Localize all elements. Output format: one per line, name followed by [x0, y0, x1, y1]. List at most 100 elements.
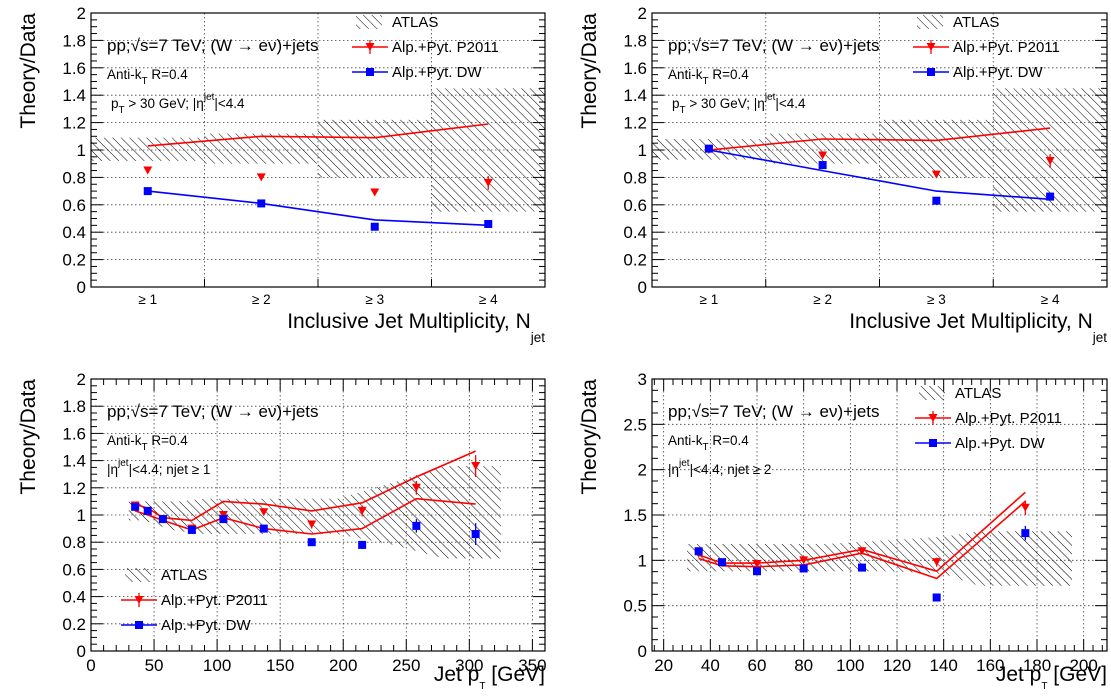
square-marker [694, 547, 703, 556]
square-marker [753, 567, 761, 576]
legend-entry-label: Alp.+Pyt. DW [953, 64, 1043, 81]
square-marker [927, 68, 935, 76]
legend: ATLAS Alp.+Pyt. P2011 Alp.+Pyt. DW [913, 14, 1060, 81]
x-category-label: ≥ 4 [479, 292, 498, 307]
y-tick-label: 2 [77, 4, 86, 23]
y-tick-label: 0.5 [623, 597, 647, 616]
y-tick-label: 1 [638, 141, 647, 160]
square-marker [932, 196, 941, 205]
triangle-down-marker [471, 462, 481, 471]
y-tick-label: 0.6 [623, 196, 647, 215]
triangle-down-marker [1045, 156, 1055, 165]
x-category-label: ≥ 1 [700, 292, 719, 307]
jet-algorithm-label: Anti-kT R=0.4 [107, 67, 188, 87]
y-tick-label: 1.2 [62, 479, 86, 498]
legend-entry-label: Alp.+Pyt. DW [392, 64, 482, 81]
process-label: pp;√s=7 TeV; (W → eν)+jets [107, 36, 319, 55]
y-tick-label: 1.6 [62, 424, 86, 443]
x-tick-label: 0 [86, 656, 95, 675]
atlas-band-bin [879, 119, 994, 178]
selection-cuts-label: |ηjet|<4.4; njet ≥ 2 [668, 458, 771, 477]
x-tick-label: 250 [392, 656, 420, 675]
triangle-down-marker [218, 511, 228, 519]
square-marker [858, 563, 866, 572]
x-tick-label: 160 [976, 656, 1004, 675]
square-marker [257, 199, 266, 208]
chart-panel-top-right: 0 0.2 0.4 0.6 0.8 1 1.2 1.4 1.6 1.8 2 ≥ 1 ≥ 2 ≥ 3 ≥ 4 T… [578, 4, 1108, 345]
square-marker [219, 515, 228, 524]
jet-algorithm-label: Anti-kT R=0.4 [668, 67, 749, 87]
square-marker [259, 524, 268, 533]
y-tick-label: 1.6 [62, 59, 86, 78]
legend-swatch-atlas [356, 15, 382, 29]
x-tick-label: 20 [654, 656, 673, 675]
x-tick-label: 100 [836, 656, 864, 675]
y-tick-label: 1.2 [62, 114, 86, 133]
y-tick-label: 2 [638, 461, 647, 480]
x-tick-label: 140 [929, 656, 957, 675]
triangle-down-marker [932, 558, 942, 567]
atlas-band-bin [204, 133, 318, 164]
y-tick-label: 1.8 [62, 397, 86, 416]
legend: ATLAS Alp.+Pyt. P2011 Alp.+Pyt. DW [915, 385, 1062, 452]
y-tick-label: 0.8 [623, 168, 647, 187]
triangle-down-marker [752, 559, 762, 568]
square-marker [818, 161, 827, 170]
x-tick-label: 120 [883, 656, 911, 675]
y-tick-label: 1 [638, 551, 647, 570]
x-category-label: ≥ 2 [813, 292, 832, 307]
selection-cuts-label: pT > 30 GeV; |ηjet|<4.4 [672, 92, 806, 116]
y-tick-label: 0 [638, 278, 647, 297]
square-marker [718, 558, 726, 567]
atlas-band [128, 466, 501, 559]
theory-envelope-line [134, 450, 476, 522]
atlas-band-bin [318, 119, 432, 178]
x-category-label: ≥ 1 [138, 292, 157, 307]
y-tick-label: 2 [77, 370, 86, 389]
triangle-down-marker [857, 547, 867, 556]
square-marker [370, 222, 379, 231]
x-tick-label: 100 [203, 656, 231, 675]
theory-line [147, 123, 489, 147]
x-axis-title: Jet pT [GeV] [996, 663, 1107, 692]
triangle-down-marker [370, 188, 380, 197]
square-marker [799, 564, 808, 573]
y-tick-label: 0 [638, 642, 647, 661]
y-tick-label: 1.8 [623, 31, 647, 50]
selection-cuts-label: |ηjet|<4.4; njet ≥ 1 [107, 458, 210, 477]
square-marker [187, 525, 196, 534]
x-tick-label: 300 [455, 656, 483, 675]
chart-panel-top-left: 0 0.2 0.4 0.6 0.8 1 1.2 1.4 1.6 1.8 2 ≥ 1 ≥ 2 ≥ 3 ≥ 4 T… [17, 4, 546, 345]
atlas-band-bin [993, 88, 1107, 212]
y-tick-label: 1 [77, 506, 86, 525]
x-tick-label: 50 [145, 656, 164, 675]
legend-entry-label: Alp.+Pyt. DW [955, 435, 1045, 452]
square-marker [412, 521, 421, 530]
x-tick-label: 40 [701, 656, 720, 675]
y-tick-label: 0.6 [62, 196, 86, 215]
y-tick-label: 0.8 [62, 533, 86, 552]
legend: ATLAS Alp.+Pyt. P2011 Alp.+Pyt. DW [121, 567, 268, 634]
legend-entry-label: Alp.+Pyt. DW [161, 617, 251, 634]
square-marker [307, 538, 316, 547]
x-tick-label: 200 [1069, 656, 1097, 675]
triangle-down-marker [799, 556, 809, 565]
y-axis-title: Theory/Data [17, 379, 40, 495]
square-marker [366, 68, 374, 76]
legend-entry-label: ATLAS [161, 567, 207, 584]
legend: ATLAS Alp.+Pyt. P2011 Alp.+Pyt. DW [352, 14, 499, 81]
process-label: pp;√s=7 TeV; (W → eν)+jets [668, 36, 880, 55]
process-label: pp;√s=7 TeV; (W → eν)+jets [668, 402, 880, 421]
y-tick-label: 1.4 [623, 86, 647, 105]
triangle-down-marker [307, 520, 317, 529]
legend-swatch-atlas [917, 15, 943, 29]
square-marker [932, 593, 941, 602]
x-tick-label: 200 [329, 656, 357, 675]
x-tick-label: 180 [1023, 656, 1051, 675]
y-tick-label: 1.4 [62, 86, 86, 105]
y-tick-label: 0.6 [62, 560, 86, 579]
triangle-down-marker [1020, 503, 1030, 512]
square-marker [158, 515, 167, 524]
legend-entry-label: ATLAS [955, 385, 1001, 402]
